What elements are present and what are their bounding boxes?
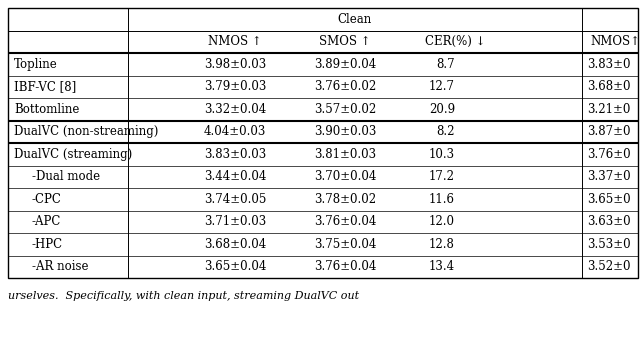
Text: 8.7: 8.7 (436, 58, 455, 71)
Text: 3.74±0.05: 3.74±0.05 (204, 193, 266, 206)
Text: 13.4: 13.4 (429, 260, 455, 273)
Text: 3.32±0.04: 3.32±0.04 (204, 103, 266, 116)
Text: 3.90±0.03: 3.90±0.03 (314, 125, 376, 138)
Text: 3.21±0: 3.21±0 (587, 103, 630, 116)
Text: 3.78±0.02: 3.78±0.02 (314, 193, 376, 206)
Text: 3.89±0.04: 3.89±0.04 (314, 58, 376, 71)
Text: Bottomline: Bottomline (14, 103, 79, 116)
Text: 3.53±0: 3.53±0 (587, 238, 630, 251)
Text: CER(%) ↓: CER(%) ↓ (425, 35, 485, 48)
Text: 3.76±0.04: 3.76±0.04 (314, 260, 376, 273)
Text: SMOS ↑: SMOS ↑ (319, 35, 371, 48)
Text: NMOS ↑: NMOS ↑ (208, 35, 262, 48)
Text: 3.68±0.04: 3.68±0.04 (204, 238, 266, 251)
Text: 8.2: 8.2 (436, 125, 455, 138)
Text: -AR noise: -AR noise (32, 260, 88, 273)
Text: DualVC (non-streaming): DualVC (non-streaming) (14, 125, 158, 138)
Text: Topline: Topline (14, 58, 58, 71)
Text: DualVC (streaming): DualVC (streaming) (14, 148, 132, 161)
Text: 3.57±0.02: 3.57±0.02 (314, 103, 376, 116)
Text: IBF-VC [8]: IBF-VC [8] (14, 80, 76, 93)
Text: 3.65±0.04: 3.65±0.04 (204, 260, 266, 273)
Text: 3.81±0.03: 3.81±0.03 (314, 148, 376, 161)
Text: 3.70±0.04: 3.70±0.04 (314, 170, 376, 183)
Text: 11.6: 11.6 (429, 193, 455, 206)
Text: 3.65±0: 3.65±0 (587, 193, 630, 206)
Text: 3.52±0: 3.52±0 (587, 260, 630, 273)
Text: NMOS↑: NMOS↑ (590, 35, 640, 48)
Text: 12.8: 12.8 (429, 238, 455, 251)
Text: 20.9: 20.9 (429, 103, 455, 116)
Text: 10.3: 10.3 (429, 148, 455, 161)
Text: 3.79±0.03: 3.79±0.03 (204, 80, 266, 93)
Text: 17.2: 17.2 (429, 170, 455, 183)
Text: -APC: -APC (32, 215, 61, 228)
Text: 3.76±0: 3.76±0 (587, 148, 630, 161)
Text: 12.7: 12.7 (429, 80, 455, 93)
Text: Clean: Clean (338, 13, 372, 26)
Text: -Dual mode: -Dual mode (32, 170, 100, 183)
Text: 3.68±0: 3.68±0 (587, 80, 630, 93)
Text: 3.83±0.03: 3.83±0.03 (204, 148, 266, 161)
Text: 4.04±0.03: 4.04±0.03 (204, 125, 266, 138)
Text: -CPC: -CPC (32, 193, 62, 206)
Bar (8, 8, 638, 278)
Text: 3.37±0: 3.37±0 (587, 170, 630, 183)
Text: 3.44±0.04: 3.44±0.04 (204, 170, 266, 183)
Text: 3.83±0: 3.83±0 (587, 58, 630, 71)
Text: 3.75±0.04: 3.75±0.04 (314, 238, 376, 251)
Text: 3.63±0: 3.63±0 (587, 215, 630, 228)
Text: 3.87±0: 3.87±0 (587, 125, 630, 138)
Text: 3.76±0.04: 3.76±0.04 (314, 215, 376, 228)
Text: -HPC: -HPC (32, 238, 63, 251)
Text: urselves.  Specifically, with clean input, streaming DualVC out: urselves. Specifically, with clean input… (8, 291, 359, 301)
Text: 12.0: 12.0 (429, 215, 455, 228)
Text: 3.71±0.03: 3.71±0.03 (204, 215, 266, 228)
Text: 3.76±0.02: 3.76±0.02 (314, 80, 376, 93)
Text: 3.98±0.03: 3.98±0.03 (204, 58, 266, 71)
